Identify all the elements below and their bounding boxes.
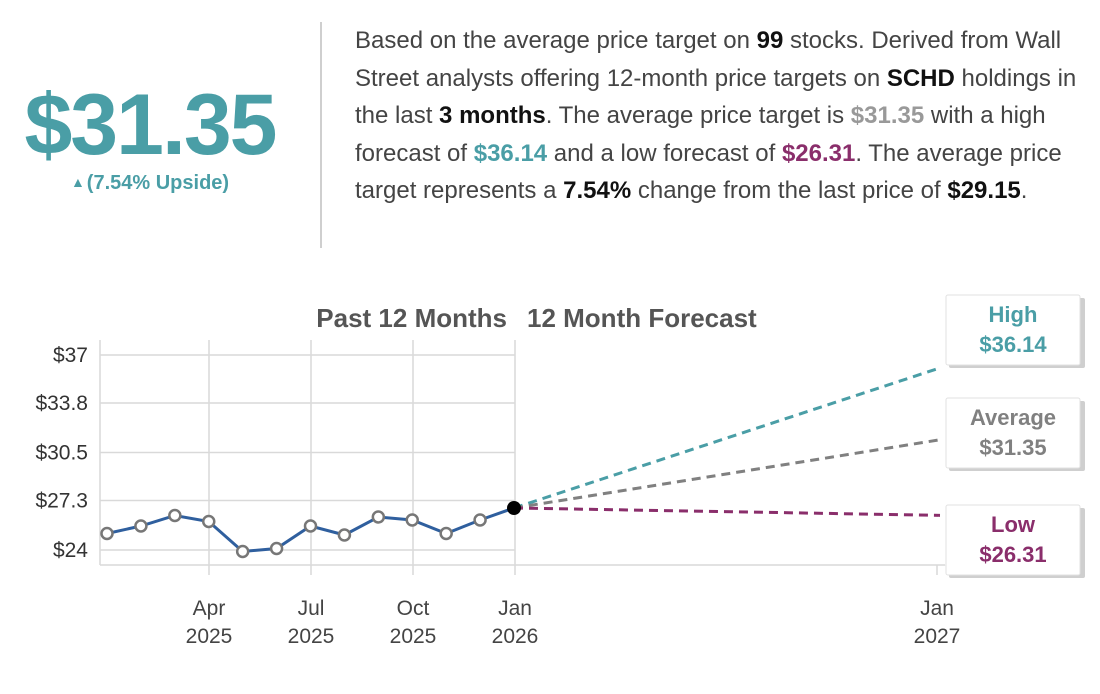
upside-badge: ▲ (7.54% Upside) — [0, 172, 300, 195]
desc-text: . — [1020, 177, 1028, 204]
forecast-lines — [513, 366, 941, 517]
average-price-target: $31.35 — [24, 77, 277, 173]
history-point — [405, 513, 419, 527]
low-target: $26.31 — [781, 139, 856, 167]
desc-text: Based on the average price target on — [355, 27, 757, 54]
callout-box — [945, 294, 1081, 366]
high-target: $36.14 — [473, 139, 548, 167]
history-point — [473, 513, 487, 527]
history-point — [303, 519, 318, 533]
desc-text: change from the last price of — [631, 177, 948, 204]
period: 3 months — [439, 102, 546, 129]
history-point — [202, 514, 216, 529]
x-tick-month: Jul — [298, 597, 325, 620]
desc-text: with a high forecast of — [355, 102, 1046, 167]
callout-label: Average — [970, 405, 1056, 430]
price-target-summary: $31.35 ▲ (7.54% Upside) — [0, 20, 310, 250]
average-target: $31.35 — [850, 102, 925, 129]
desc-text: stocks. Derived from Wall Street analyst… — [355, 27, 1062, 92]
history-point — [269, 541, 284, 556]
history-point — [371, 510, 386, 524]
y-tick-label: $27.3 — [35, 490, 88, 513]
history-point — [100, 526, 114, 541]
desc-text: . The average price target represents a — [355, 139, 1062, 205]
history-point — [439, 526, 453, 541]
history-point — [168, 508, 182, 523]
y-tick-label: $24 — [53, 539, 88, 562]
x-tick-year: 2027 — [914, 625, 961, 648]
y-tick-label: $30.5 — [35, 442, 88, 465]
callout-box — [945, 397, 1081, 469]
y-tick-label: $33.8 — [35, 392, 88, 415]
callout-value: $31.35 — [979, 435, 1046, 460]
x-tick-year: 2025 — [186, 625, 233, 648]
x-tick-year: 2026 — [492, 625, 539, 648]
callout-value: $36.14 — [979, 332, 1047, 357]
callout-high: High $36.14 — [938, 294, 1085, 368]
callout-pointer — [938, 343, 946, 368]
x-tick-month: Jan — [920, 597, 954, 620]
upside-text: (7.54% Upside) — [86, 172, 230, 194]
y-axis: $37 $33.8 $30.5 $27.3 $24 — [35, 344, 88, 562]
x-tick-month: Jan — [498, 597, 532, 620]
x-tick-month: Apr — [193, 597, 226, 620]
y-tick-label: $37 — [53, 344, 88, 367]
callout-low: Low $26.31 — [938, 504, 1085, 578]
vertical-divider — [320, 22, 322, 248]
desc-text: holdings in the last — [355, 64, 1077, 130]
callout-average: Average $31.35 — [938, 397, 1085, 471]
history-point — [134, 519, 148, 533]
change-percent: 7.54% — [563, 177, 632, 204]
callout-value: $26.31 — [979, 542, 1046, 567]
price-target-description: Based on the average price target on 99 … — [355, 22, 1095, 210]
stock-count: 99 — [756, 27, 784, 54]
x-axis: Apr 2025 Jul 2025 Oct 2025 Jan 2026 Jan 2027 — [186, 597, 961, 648]
x-tick-year: 2025 — [390, 625, 437, 648]
history-point — [337, 528, 352, 542]
x-tick-month: Oct — [397, 597, 430, 620]
forecast-title: 12 Month Forecast — [527, 303, 757, 333]
x-tick-year: 2025 — [288, 625, 335, 648]
callout-pointer — [938, 439, 946, 464]
callout-box — [945, 504, 1081, 576]
callout-pointer — [938, 515, 946, 571]
up-triangle-icon: ▲ — [70, 174, 85, 190]
callout-label: High — [989, 302, 1038, 327]
callout-label: Low — [991, 512, 1036, 537]
ticker: SCHD — [886, 64, 955, 92]
forecast-line-low — [513, 506, 941, 517]
forecast-callouts: High $36.14 Average $31.35 Low $26.31 — [938, 294, 1085, 578]
current-price-point — [507, 501, 521, 515]
desc-text: and a low forecast of — [547, 139, 782, 167]
chart-grid — [99, 340, 1085, 575]
desc-text: . The average price target is — [545, 102, 851, 129]
history-point — [235, 544, 250, 559]
forecast-line-high — [513, 366, 941, 510]
price-forecast-chart: $37 $33.8 $30.5 $27.3 $24 Apr 2025 Jul 2025 Oct 2… — [35, 294, 1085, 648]
last-price: $29.15 — [947, 177, 1021, 204]
forecast-line-average — [513, 438, 941, 510]
history-series — [100, 501, 521, 559]
past-12-months-title: Past 12 Months — [316, 303, 507, 333]
